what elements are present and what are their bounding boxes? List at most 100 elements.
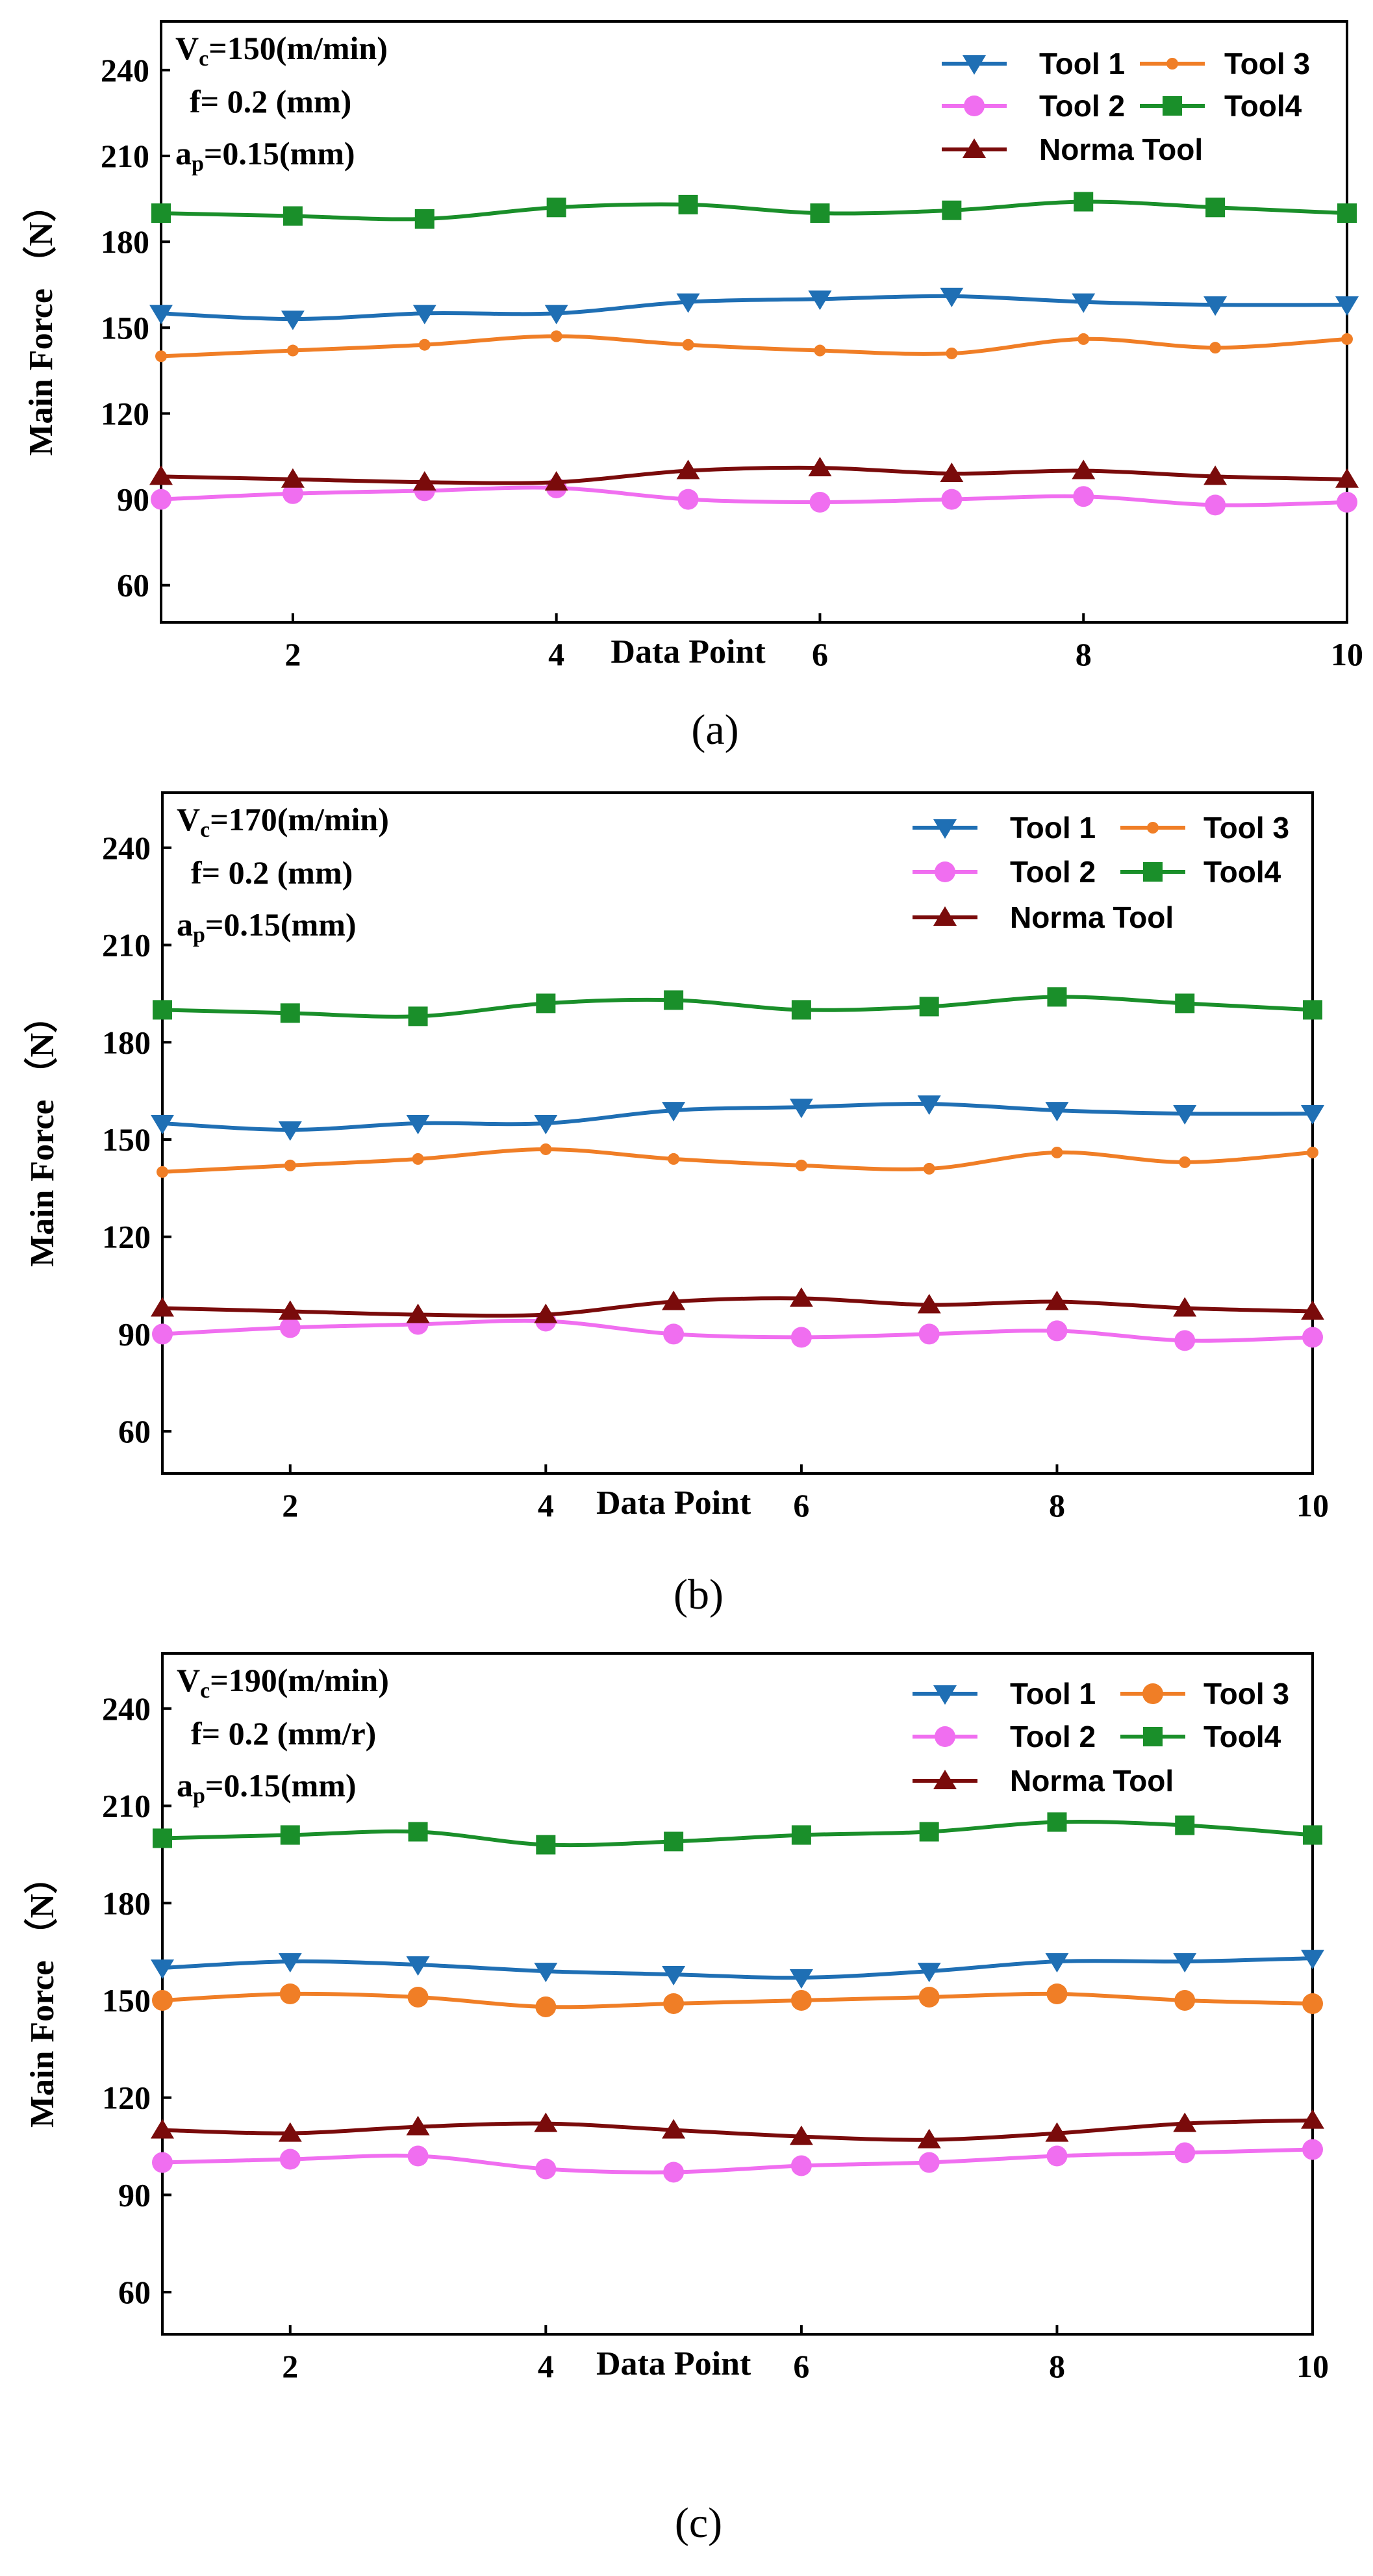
data-point [1302,1993,1323,2014]
data-point [917,2128,941,2149]
data-point [284,1159,296,1171]
legend-item-tool-2: Tool 2 [942,89,1125,123]
y-tick-label: 120 [101,395,149,431]
legend-item-tool-1: Tool 1 [942,47,1125,81]
legend-item-tool-1: Tool 1 [913,1677,1096,1711]
params-block: Vc=170(m/min) f= 0.2 (mm) ap=0.15(mm) [177,801,389,947]
data-point [676,293,700,313]
series-tool-2 [152,2139,1323,2183]
data-point [1205,198,1226,218]
series-line [162,1102,1313,1132]
series-tool-1 [151,1950,1324,1989]
data-point [814,344,826,357]
x-axis-title: Data Point [611,633,766,670]
data-point [942,200,962,220]
x-tick-label: 6 [812,636,828,672]
legend: Tool 1 Tool 3 Tool 2 Tool4 Norma Tool [942,47,1310,166]
data-point [1047,987,1067,1007]
data-point [535,2158,557,2180]
series-line [160,294,1348,322]
legend-marker [933,1770,957,1789]
y-tick-label: 90 [118,2176,151,2213]
data-point [1302,1327,1323,1348]
y-tick-label: 180 [101,223,149,260]
data-point [1045,1102,1069,1122]
plot-frame [161,791,1314,1475]
data-point [152,2152,173,2173]
param-f: f= 0.2 (mm/r) [191,1715,376,1752]
data-point [808,290,832,311]
data-point [278,1300,302,1320]
y-tick-label: 150 [102,1982,151,2019]
data-point [152,1323,173,1345]
data-point [418,338,431,351]
series-line [160,199,1348,222]
data-point [279,1317,301,1338]
x-tick-label: 10 [1296,2348,1329,2384]
data-point [151,489,171,510]
data-point [790,2155,812,2176]
data-point [1046,2145,1068,2167]
data-point [1077,333,1090,345]
data-point [791,1825,811,1845]
data-point [412,305,436,325]
data-point [283,206,303,226]
x-tick-label: 6 [793,1487,809,1524]
data-point [1303,1000,1322,1020]
series-tool-2 [151,477,1357,516]
data-point [546,198,566,218]
legend-marker [1163,96,1182,116]
legend-marker [1147,822,1159,834]
data-point [1173,2112,1197,2132]
data-point [278,1121,302,1141]
data-point [789,1099,813,1119]
data-point [677,489,699,510]
data-point [1301,1105,1324,1125]
y-tick-label: 240 [102,830,151,866]
data-point [534,2112,558,2132]
legend-marker [933,819,957,839]
series-norma-tool [151,2109,1324,2149]
data-point [808,457,832,477]
data-point [1173,1953,1197,1973]
data-point [534,1303,558,1323]
series-line [162,1820,1313,1848]
data-point [406,1115,430,1135]
y-tick-label: 210 [101,138,149,174]
legend-label: Norma Tool [1039,133,1203,166]
data-point [1301,2109,1324,2129]
data-point [1173,1105,1197,1125]
legend-item-tool-3: Tool 3 [1120,1677,1289,1711]
data-point [918,1323,940,1345]
data-point [281,468,305,488]
data-point [544,471,568,491]
series-line [160,465,1348,485]
legend: Tool 1 Tool 3 Tool 2 Tool4 Norma Tool [913,811,1289,934]
data-point [279,1983,301,2004]
series-norma-tool [149,457,1359,491]
data-point [1209,342,1222,354]
data-point [1046,1320,1068,1342]
data-point [1203,465,1228,485]
legend-marker [1143,1727,1163,1746]
data-point [678,194,698,214]
data-point [923,1162,935,1175]
series-line [162,1296,1313,1318]
data-point [534,1963,558,1983]
data-point [917,1963,941,1983]
data-point [789,1969,813,1989]
data-point [810,203,830,223]
data-point [1051,1146,1063,1158]
data-point [1205,494,1226,516]
y-tick-label: 210 [102,1788,151,1824]
legend-item-tool-3: Tool 3 [1140,47,1310,81]
series-tool-3 [157,1143,1318,1178]
data-point [279,2149,301,2170]
panel-caption: (c) [675,2499,722,2547]
param-vc: Vc=190(m/min) [177,1662,389,1703]
data-point [663,1993,685,2014]
x-tick-label: 2 [282,1487,298,1524]
x-tick-label: 8 [1049,1487,1065,1524]
legend-item-tool-1: Tool 1 [913,811,1096,845]
